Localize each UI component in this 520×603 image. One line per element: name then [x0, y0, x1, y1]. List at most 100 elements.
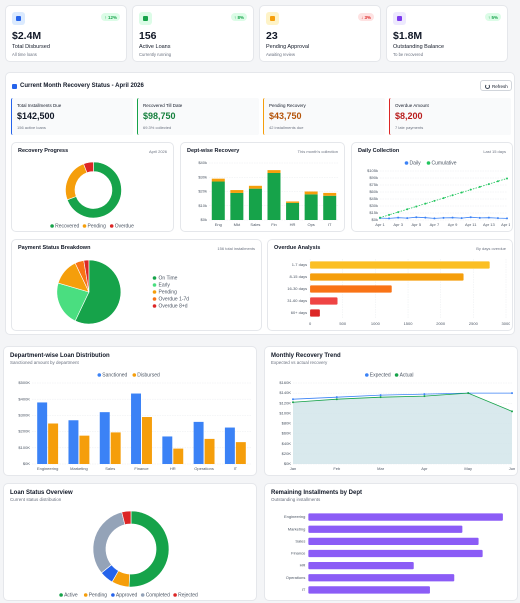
- bar: [230, 192, 244, 220]
- legend-marker: [140, 593, 145, 597]
- x-tick-label: Jan: [290, 466, 296, 471]
- chart-svg: 0 500 1000 1500 2000 2500 3000 1-7 days 8-15 day…: [287, 259, 510, 326]
- chart-card: Dept-wise Recovery This month's collectio…: [180, 142, 345, 232]
- bar: [99, 412, 110, 464]
- kpi-value: $1.8M: [393, 30, 423, 42]
- bar: [79, 435, 90, 464]
- y-tick-label: $40K: [282, 441, 292, 446]
- chart-title: Overdue Analysis: [274, 245, 321, 251]
- legend-label: Rejected: [178, 592, 198, 598]
- bar: [308, 537, 479, 545]
- panel-title: Current Month Recovery Status - April 20…: [20, 83, 144, 89]
- chart-subtitle: By days overdue: [476, 246, 506, 251]
- y-tick-label: $120K: [279, 400, 291, 405]
- legend-marker: [83, 593, 88, 597]
- y-tick-label: $0k: [372, 217, 378, 222]
- bar: [211, 178, 225, 182]
- stat-note: 69.3% collected: [143, 125, 172, 130]
- kpi-card: ↑ 8% 156 Active Loans Currently running: [132, 5, 254, 62]
- x-tick-label: Eng: [215, 222, 222, 227]
- y-tick-label: $500K: [18, 380, 30, 385]
- point: [406, 208, 409, 211]
- kpi-badge: ↑ 8%: [230, 13, 247, 21]
- kpi-card: ↓ 3% 23 Pending Approval Awaiting review: [259, 5, 381, 62]
- point: [451, 194, 454, 197]
- y-tick-label: $30k: [198, 174, 207, 179]
- chart-subtitle: Last 15 days: [483, 149, 506, 154]
- y-tick-label: 60+ days: [291, 310, 307, 315]
- x-tick-label: Fin: [271, 222, 277, 227]
- chart-subtitle: 156 total installments: [217, 246, 255, 251]
- slice: [128, 510, 170, 588]
- area: [293, 393, 512, 464]
- kpi-note: Awaiting review: [266, 52, 296, 57]
- stat-box: Overdue Amount $8,200 7 late payments: [389, 98, 511, 135]
- point: [424, 202, 427, 205]
- kpi-note: To be recovered: [393, 52, 424, 57]
- x-tick-label: Operations: [194, 466, 214, 471]
- chart-card: Payment Status Breakdown 156 total instal…: [11, 239, 262, 331]
- legend-marker: [152, 297, 157, 301]
- point: [397, 211, 400, 214]
- stat-note: 42 installments due: [269, 125, 304, 130]
- x-tick-label: 500: [339, 321, 346, 326]
- x-tick-label: HR: [290, 222, 296, 227]
- bar: [304, 191, 318, 195]
- chart-title: Daily Collection: [358, 148, 400, 154]
- bar: [248, 188, 262, 220]
- bar: [68, 420, 79, 464]
- line: [379, 178, 508, 219]
- x-tick-label: Apr 13: [483, 222, 496, 227]
- bar: [267, 172, 281, 220]
- kpi-icon: [12, 12, 25, 25]
- kpi-badge: ↓ 3%: [357, 13, 374, 21]
- refresh-button[interactable]: Refresh: [480, 80, 512, 91]
- point: [335, 398, 338, 401]
- legend-label: On Time: [159, 275, 178, 281]
- chart-title: Dept-wise Recovery: [187, 148, 240, 154]
- chart-subtitle: Expected vs actual recovery: [271, 360, 328, 365]
- slice: [74, 259, 122, 325]
- line: [292, 392, 512, 400]
- point: [397, 216, 400, 219]
- y-tick-label: $100K: [18, 445, 30, 450]
- point: [469, 188, 472, 191]
- point: [506, 177, 508, 180]
- y-tick-label: Engineering: [284, 514, 305, 519]
- stat-box: Recovered Till Date $98,750 69.3% collecte…: [137, 98, 259, 135]
- y-tick-label: 31-60 days: [287, 298, 307, 303]
- chart-svg: $0k $10k $20k $30k $40k Eng Mkt Sales Fin HR Ops IT: [198, 160, 339, 227]
- stat-value: $43,750: [269, 111, 302, 121]
- slice: [83, 259, 90, 293]
- stat-note: 7 late payments: [395, 125, 424, 130]
- legend-label: Cumulative: [432, 160, 457, 166]
- bar: [235, 442, 246, 464]
- stat-label: Total Installments Due: [17, 103, 62, 108]
- stat-label: Pending Recovery: [269, 103, 306, 108]
- kpi-note: Currently running: [139, 52, 172, 57]
- chart-subtitle: Outstanding installments: [271, 497, 321, 502]
- point: [442, 216, 445, 219]
- legend-marker: [132, 373, 137, 377]
- legend-marker: [152, 290, 157, 294]
- legend-marker: [82, 224, 87, 228]
- y-tick-label: $75k: [369, 182, 378, 187]
- point: [379, 394, 382, 397]
- point: [415, 216, 418, 219]
- legend-marker: [152, 304, 157, 308]
- point: [451, 216, 454, 219]
- chart-card: Recovery Progress April 2026 Recovered Pend…: [11, 142, 174, 232]
- line: [292, 392, 513, 412]
- stat-note: 156 active loans: [17, 125, 46, 130]
- legend-label: Pending: [89, 592, 108, 598]
- kpi-label: Pending Approval: [266, 44, 310, 50]
- chart-title: Monthly Recovery Trend: [271, 353, 341, 359]
- legend-marker: [426, 161, 431, 165]
- y-tick-label: $160K: [279, 380, 291, 385]
- kpi-card: ↑ 12% $2.4M Total Disbursed All time loans: [5, 5, 127, 62]
- chart-svg: $0K $100K $200K $300K $400K $500K Engineering M…: [18, 372, 251, 471]
- x-tick-label: IT: [328, 222, 332, 227]
- slice: [121, 510, 132, 526]
- point: [292, 398, 294, 401]
